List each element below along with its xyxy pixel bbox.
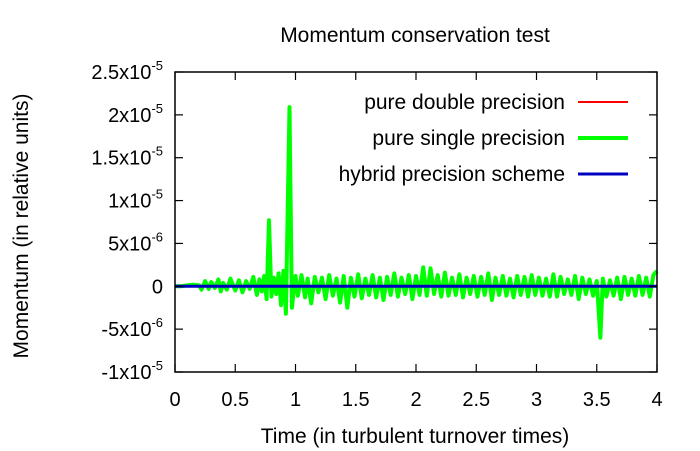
x-tick-label: 1	[290, 389, 301, 411]
legend-label: hybrid precision scheme	[339, 163, 565, 186]
x-tick-label: 0.5	[221, 389, 249, 411]
x-tick-label: 3	[531, 389, 542, 411]
axis-layer: 0 0.5 1 1.5 2 2.5 3 3.5 4 2.5x10-5 2x10-5 1.5x10-5 1…	[91, 58, 662, 411]
legend-label: pure single precision	[372, 127, 565, 150]
x-tick-label: 2	[410, 389, 421, 411]
y-tick-label: 5x10-6	[108, 229, 163, 255]
x-tick-label: 2.5	[462, 389, 490, 411]
x-tick-label: 0	[169, 389, 180, 411]
y-tick-label: 2x10-5	[108, 101, 163, 127]
y-tick-label: 2.5x10-5	[91, 58, 163, 84]
chart-title: Momentum conservation test	[280, 24, 550, 47]
x-tick-label: 3.5	[583, 389, 611, 411]
x-tick-label: 4	[651, 389, 662, 411]
x-axis-label: Time (in turbulent turnover times)	[261, 425, 570, 448]
legend: pure double precision pure single precisi…	[339, 91, 628, 186]
x-tick-label: 1.5	[342, 389, 370, 411]
y-tick-label: 1.5x10-5	[91, 144, 163, 170]
y-tick-label: -1x10-5	[101, 358, 163, 384]
y-tick-label: -5x10-6	[101, 315, 163, 341]
series-layer	[175, 105, 659, 340]
legend-label: pure double precision	[364, 91, 565, 114]
y-tick-label: 0	[152, 276, 163, 298]
y-tick-label: 1x10-5	[108, 187, 163, 213]
y-axis-label: Momentum (in relative units)	[10, 94, 33, 359]
plot-frame	[174, 71, 658, 373]
